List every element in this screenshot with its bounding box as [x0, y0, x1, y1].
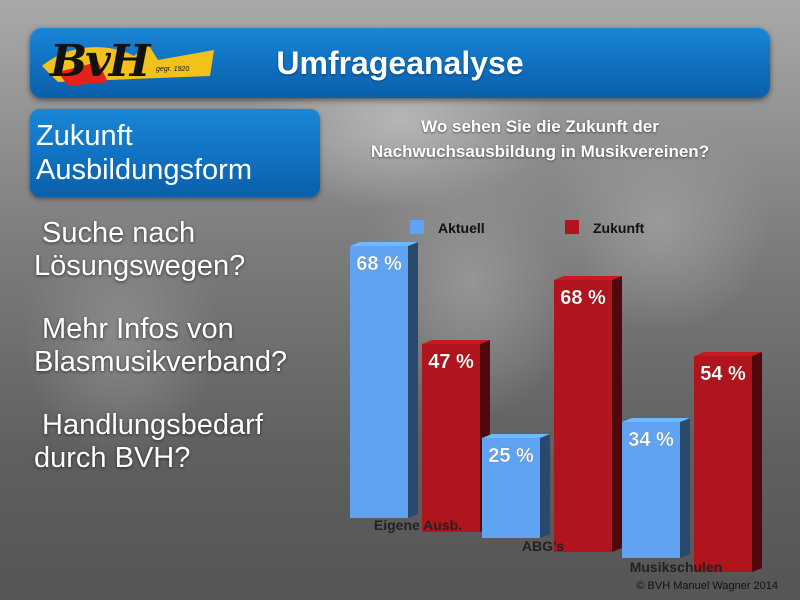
logo-text: BvH	[50, 36, 150, 87]
bullet-line: Mehr Infos von	[42, 313, 234, 345]
bar	[350, 246, 408, 518]
bar-side	[752, 352, 762, 572]
header-bar: BvH gegr. 1920 Umfrageanalyse	[30, 28, 770, 98]
data-label: 25 %	[488, 445, 534, 467]
bar-side	[408, 242, 418, 518]
bar-side	[540, 434, 550, 538]
bar-top	[350, 242, 418, 246]
chart-title-line1: Wo sehen Sie die Zukunft der	[421, 117, 659, 136]
legend-swatch	[410, 220, 424, 234]
bar-top	[554, 276, 622, 280]
data-label: 54 %	[700, 363, 746, 385]
section-box: Zukunft Ausbildungsform	[30, 109, 320, 197]
bullet-line: Blasmusikverband?	[34, 346, 288, 378]
logo-subtext: gegr. 1920	[156, 66, 190, 73]
bar	[554, 280, 612, 552]
bar	[694, 356, 752, 572]
category-label: Eigene Ausb.	[374, 517, 462, 533]
bar-side	[612, 276, 622, 552]
data-label: 68 %	[356, 253, 402, 275]
section-title-line2: Ausbildungsform	[36, 154, 252, 186]
page-title: Umfrageanalyse	[276, 45, 524, 81]
section-title-line1: Zukunft	[36, 120, 133, 152]
legend-label: Zukunft	[593, 220, 645, 236]
bar-side	[680, 418, 690, 558]
data-label: 47 %	[428, 351, 474, 373]
bar-top	[622, 418, 690, 422]
bar-top	[482, 434, 550, 438]
bullet-item: Mehr Infos von Blasmusikverband?	[34, 313, 334, 379]
chart-title: Wo sehen Sie die Zukunft der Nachwuchsau…	[300, 114, 780, 164]
data-label: 34 %	[628, 429, 674, 451]
bar	[422, 344, 480, 532]
bar-top	[422, 340, 490, 344]
bvh-logo: BvH gegr. 1920	[38, 36, 216, 90]
bullet-line: Suche nach	[42, 217, 196, 249]
chart-title-line2: Nachwuchsausbildung in Musikvereinen?	[370, 142, 710, 161]
bar	[482, 438, 540, 538]
bar-top	[694, 352, 762, 356]
bar	[622, 422, 680, 558]
category-label: ABG’s	[522, 538, 564, 554]
logo-swash-icon	[42, 44, 214, 86]
bullet-line: Lösungswegen?	[34, 250, 246, 282]
bullet-line: durch BVH?	[34, 442, 191, 474]
legend-label: Aktuell	[438, 220, 485, 236]
category-label: Musikschulen	[630, 559, 723, 575]
copyright-text: © BVH Manuel Wagner 2014	[636, 580, 778, 592]
bullet-item: Handlungsbedarf durch BVH?	[34, 409, 334, 475]
data-label: 68 %	[560, 287, 606, 309]
section-title: Zukunft Ausbildungsform	[36, 119, 252, 187]
bullet-item: Suche nach Lösungswegen?	[34, 217, 334, 283]
bullet-line: Handlungsbedarf	[42, 409, 263, 441]
legend-swatch	[565, 220, 579, 234]
